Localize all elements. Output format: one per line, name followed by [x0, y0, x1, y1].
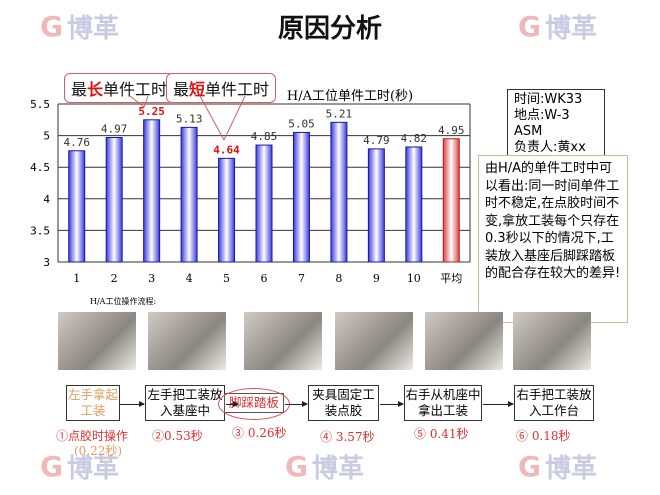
chart-title: H/A工位单件工时(秒): [287, 89, 413, 104]
arrow-icon: [120, 401, 145, 407]
data-label: 5.21: [326, 107, 353, 120]
bar: [405, 146, 423, 263]
data-label: 4.76: [63, 136, 90, 149]
watermark-logo: G 博革: [40, 10, 119, 44]
step-time-5: ⑤ 0.41秒: [414, 427, 469, 441]
info-time: 时间:WK33: [514, 92, 583, 107]
y-tick-label: 4: [43, 193, 50, 206]
x-tick-label: 8: [335, 272, 342, 285]
step-time-4: ④ 3.57秒: [320, 430, 375, 444]
step-time-6: ⑥ 0.18秒: [516, 429, 571, 443]
x-tick-label: 3: [148, 272, 155, 285]
bar: [180, 126, 198, 263]
y-tick-label: 4.5: [30, 161, 50, 174]
page-title: 原因分析: [277, 14, 382, 44]
bar: [367, 148, 385, 263]
step-time-1: ①点胶时操作: [56, 429, 129, 443]
y-tick-label: 3: [43, 256, 50, 269]
watermark-logo: G 博革: [518, 450, 597, 484]
analysis-note: 由H/A的单件工时中可以看出:同一时间单件工时不稳定,在点胶时间不变,拿放工装每…: [478, 155, 628, 323]
bar: [292, 131, 310, 263]
step-box-4: 夹具固定工装点胶: [308, 385, 379, 421]
bar: [330, 121, 348, 263]
y-tick-label: 3.5: [30, 224, 50, 237]
step-time-1-duration: (0.22秒): [74, 444, 123, 458]
data-label: 4.97: [101, 122, 128, 135]
info-box: 时间:WK33 地点:W-3 ASM 负责人:黄xx: [507, 89, 605, 159]
x-tick-label: 平均: [440, 272, 462, 285]
info-location: 地点:W-3: [514, 108, 570, 123]
info-owner: 负责人:黄xx: [514, 140, 586, 155]
data-label: 4.79: [363, 134, 390, 147]
step-photo: [244, 312, 322, 370]
step-photo: [425, 312, 503, 370]
bar: [442, 138, 460, 263]
x-tick-label: 4: [186, 272, 193, 285]
step-photo: [148, 312, 226, 370]
data-label: 4.95: [438, 124, 465, 137]
step-photo: [58, 312, 136, 370]
data-label: 4.85: [251, 130, 278, 143]
data-label: 5.13: [176, 112, 203, 125]
callout-shortest: 最短单件工时: [166, 73, 277, 103]
x-tick-label: 5: [223, 272, 230, 285]
bar: [68, 150, 86, 263]
x-tick-label: 2: [111, 272, 118, 285]
step-box-6: 右手把工装放入工作台: [514, 385, 594, 421]
step-time-2: ②0.53秒: [152, 429, 203, 443]
watermark-logo: G 博革: [40, 450, 119, 484]
watermark-logo: G 博革: [518, 10, 597, 44]
x-tick-label: 10: [407, 272, 421, 285]
x-tick-label: 9: [373, 272, 380, 285]
step-box-1: 左手拿起工装: [66, 385, 120, 421]
x-tick-label: 7: [298, 272, 305, 285]
x-tick-label: 1: [73, 272, 80, 285]
arrow-icon: [380, 401, 404, 407]
bar-chart: H/A工位单件工时(秒) 3 3.5 4 4.5 5 5.5 4.76 1 4.97 2 5.25 3…: [30, 89, 471, 285]
arrow-icon: [285, 401, 308, 407]
step-photo: [335, 312, 413, 370]
bar: [143, 119, 161, 263]
bar: [218, 157, 236, 263]
arrow-icon: [226, 401, 239, 407]
y-tick-label: 5.5: [30, 98, 50, 111]
bar: [255, 144, 273, 263]
data-label: 4.64: [213, 143, 240, 156]
callout-longest: 最长单件工时: [64, 73, 175, 103]
arrow-icon: [483, 401, 514, 407]
step-time-3: ③ 0.26秒: [232, 426, 287, 440]
data-label: 5.05: [288, 117, 315, 130]
data-label: 5.25: [138, 105, 165, 118]
callout-pointers: [129, 95, 246, 141]
step-photo: [513, 312, 591, 370]
y-tick-label: 5: [43, 130, 50, 143]
x-tick-label: 6: [261, 272, 268, 285]
step-box-2: 左手把工装放入基座中: [145, 385, 225, 421]
data-label: 4.82: [401, 132, 428, 145]
bar: [105, 136, 123, 263]
step-box-5: 右手从机座中拿出工装: [404, 385, 482, 421]
info-line: ASM: [514, 124, 543, 139]
watermark-logo: G 博革: [285, 450, 364, 484]
flow-caption: H/A工位操作流程:: [90, 297, 157, 306]
